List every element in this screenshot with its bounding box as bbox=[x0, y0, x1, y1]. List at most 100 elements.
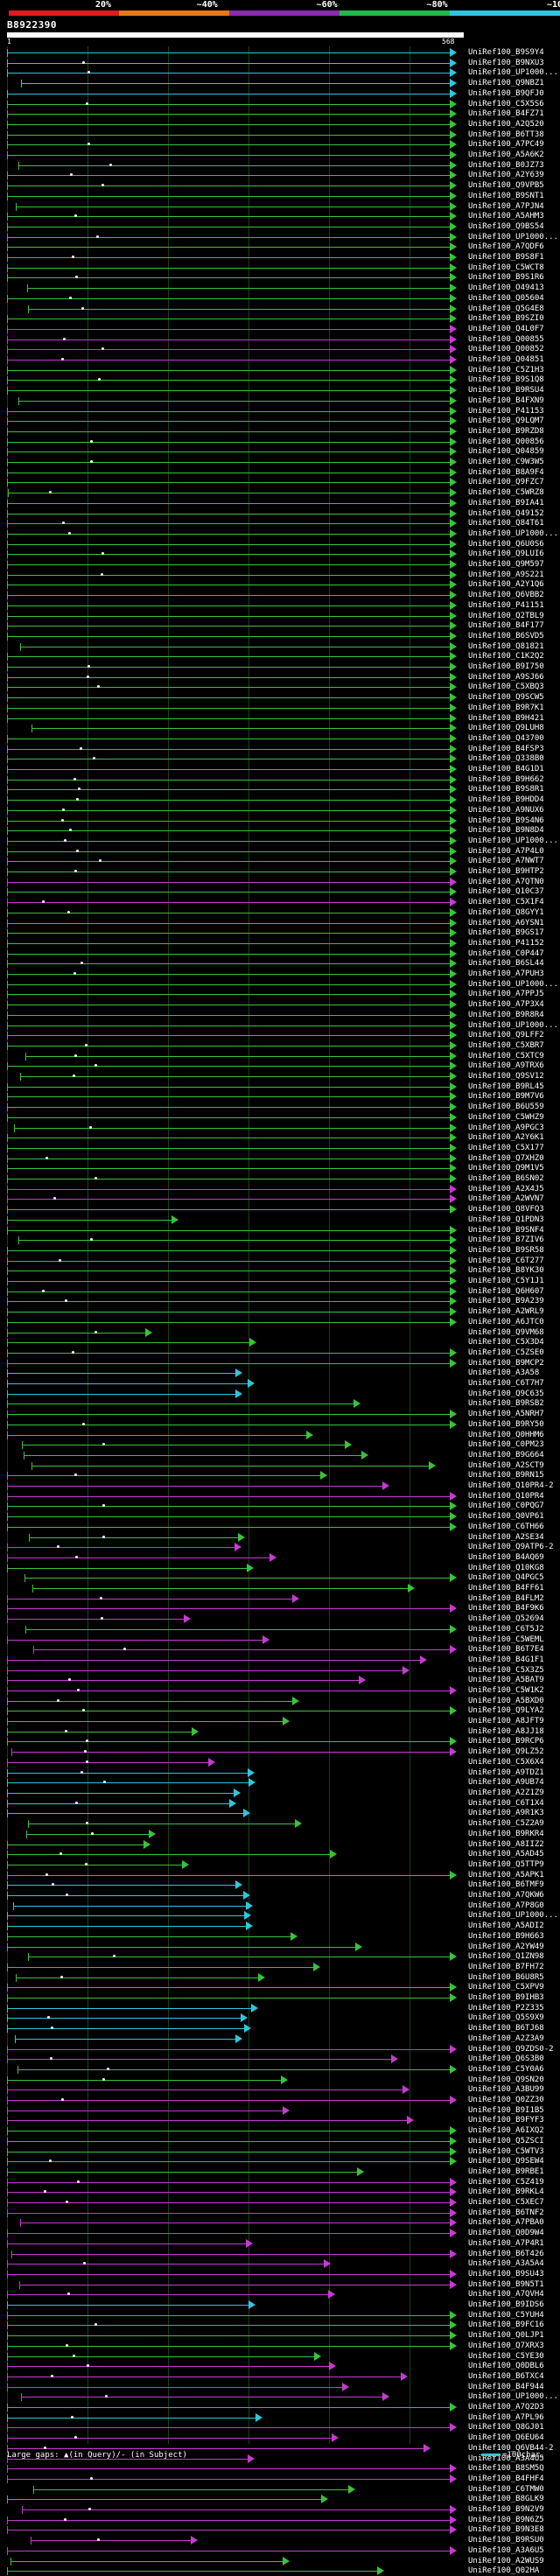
hit-id-link[interactable]: UniRef100_B9N5T1 bbox=[468, 2280, 544, 2289]
hit-id-link[interactable]: UniRef100_Q8GJ01 bbox=[468, 2423, 544, 2432]
hit-id-link[interactable]: UniRef100_C5XBQ3 bbox=[468, 682, 544, 691]
hit-id-link[interactable]: UniRef100_Q43700 bbox=[468, 734, 544, 743]
hit-id-link[interactable]: UniRef100_B9S4N6 bbox=[468, 816, 544, 825]
hit-id-link[interactable]: UniRef100_A7PPJ5 bbox=[468, 990, 544, 998]
hit-id-link[interactable]: UniRef100_B9SU43 bbox=[468, 2270, 544, 2278]
hit-row[interactable] bbox=[7, 2259, 331, 2269]
hit-row[interactable] bbox=[7, 1144, 457, 1153]
hit-row[interactable] bbox=[7, 2464, 457, 2474]
hit-id-link[interactable]: UniRef100_A6IXQ2 bbox=[468, 2126, 544, 2135]
hit-row[interactable] bbox=[7, 1359, 457, 1368]
hit-row[interactable] bbox=[7, 2454, 255, 2464]
hit-id-link[interactable]: UniRef100_UP1000... bbox=[468, 980, 558, 989]
hit-id-link[interactable]: UniRef100_B9S8F1 bbox=[468, 253, 544, 262]
hit-id-link[interactable]: UniRef100_Q9LUH8 bbox=[468, 724, 544, 732]
hit-id-link[interactable]: UniRef100_UP1000... bbox=[468, 836, 558, 845]
hit-row[interactable] bbox=[7, 2525, 457, 2535]
hit-row[interactable] bbox=[7, 1502, 457, 1511]
hit-row[interactable] bbox=[20, 642, 457, 652]
hit-id-link[interactable]: UniRef100_Q7XHZ0 bbox=[468, 1154, 544, 1163]
hit-id-link[interactable]: UniRef100_Q05604 bbox=[468, 294, 544, 303]
hit-row[interactable] bbox=[7, 1420, 457, 1430]
hit-row[interactable] bbox=[19, 2280, 457, 2290]
hit-row[interactable] bbox=[7, 1706, 457, 1716]
hit-id-link[interactable]: UniRef100_B8A9F4 bbox=[468, 468, 544, 477]
hit-row[interactable] bbox=[7, 1061, 457, 1071]
hit-id-link[interactable]: UniRef100_B9N8D4 bbox=[468, 826, 544, 835]
hit-id-link[interactable]: UniRef100_A3A6U5 bbox=[468, 2546, 544, 2555]
hit-id-link[interactable]: UniRef100_B4F177 bbox=[468, 621, 544, 630]
hit-row[interactable] bbox=[7, 2270, 457, 2279]
hit-id-link[interactable]: UniRef100_Q5S9X9 bbox=[468, 2013, 544, 2022]
hit-id-link[interactable]: UniRef100_A2WRL9 bbox=[468, 1307, 544, 1316]
hit-row[interactable] bbox=[7, 1318, 457, 1327]
hit-row[interactable] bbox=[7, 1942, 362, 1952]
hit-row[interactable] bbox=[7, 1564, 254, 1573]
hit-row[interactable] bbox=[7, 734, 457, 744]
hit-id-link[interactable]: UniRef100_Q10PR4 bbox=[468, 1492, 544, 1501]
hit-row[interactable] bbox=[7, 100, 457, 109]
hit-id-link[interactable]: UniRef100_B9H421 bbox=[468, 714, 544, 723]
hit-row[interactable] bbox=[7, 612, 457, 621]
hit-id-link[interactable]: UniRef100_A7PBA0 bbox=[468, 2218, 544, 2227]
hit-row[interactable] bbox=[7, 1277, 457, 1286]
hit-row[interactable] bbox=[7, 745, 457, 754]
hit-row[interactable] bbox=[7, 2096, 457, 2105]
hit-id-link[interactable]: UniRef100_C5XTC9 bbox=[468, 1052, 544, 1060]
hit-row[interactable] bbox=[7, 1850, 337, 1859]
hit-row[interactable] bbox=[7, 2167, 364, 2177]
hit-id-link[interactable]: UniRef100_Q9VM68 bbox=[468, 1328, 544, 1337]
hit-row[interactable] bbox=[7, 1697, 299, 1706]
hit-id-link[interactable]: UniRef100_B7ZIV6 bbox=[468, 1236, 544, 1244]
hit-id-link[interactable]: UniRef100_A9TRX6 bbox=[468, 1061, 544, 1070]
hit-row[interactable] bbox=[7, 263, 457, 273]
hit-id-link[interactable]: UniRef100_A8JJ18 bbox=[468, 1727, 544, 1736]
hit-id-link[interactable]: UniRef100_A2Y6K1 bbox=[468, 1133, 544, 1142]
hit-id-link[interactable]: UniRef100_A7NWT7 bbox=[468, 857, 544, 865]
hit-row[interactable] bbox=[25, 1052, 457, 1061]
hit-row[interactable] bbox=[7, 970, 457, 979]
hit-row[interactable] bbox=[7, 366, 457, 375]
hit-row[interactable] bbox=[7, 652, 457, 662]
hit-id-link[interactable]: UniRef100_C9W3W5 bbox=[468, 458, 544, 466]
hit-id-link[interactable]: UniRef100_A2SE34 bbox=[468, 1533, 544, 1542]
hit-id-link[interactable]: UniRef100_B9N2V9 bbox=[468, 2505, 544, 2514]
hit-row[interactable] bbox=[7, 2076, 288, 2085]
hit-row[interactable] bbox=[7, 580, 457, 590]
hit-id-link[interactable]: UniRef100_B4FZ71 bbox=[468, 109, 544, 118]
hit-id-link[interactable]: UniRef100_Q00855 bbox=[468, 335, 544, 344]
hit-id-link[interactable]: UniRef100_A9S221 bbox=[468, 570, 544, 579]
hit-row[interactable] bbox=[7, 212, 457, 221]
hit-row[interactable] bbox=[7, 468, 457, 478]
hit-row[interactable] bbox=[7, 1368, 242, 1378]
hit-row[interactable] bbox=[20, 2218, 457, 2228]
hit-row[interactable] bbox=[7, 2024, 251, 2034]
hit-row[interactable] bbox=[7, 1246, 457, 1256]
hit-id-link[interactable]: UniRef100_B9I1B5 bbox=[468, 2106, 544, 2115]
hit-id-link[interactable]: UniRef100_C6T277 bbox=[468, 1256, 544, 1265]
hit-id-link[interactable]: UniRef100_B6TMF9 bbox=[468, 1880, 544, 1889]
hit-row[interactable] bbox=[7, 2085, 410, 2095]
hit-id-link[interactable]: UniRef100_A3BU99 bbox=[468, 2085, 544, 2094]
hit-row[interactable] bbox=[7, 714, 457, 724]
hit-id-link[interactable]: UniRef100_B4FXN9 bbox=[468, 396, 544, 405]
hit-id-link[interactable]: UniRef100_A7P4L0 bbox=[468, 847, 544, 856]
hit-id-link[interactable]: UniRef100_B9R8R4 bbox=[468, 1011, 544, 1019]
hit-id-link[interactable]: UniRef100_B9IHB3 bbox=[468, 1993, 544, 2002]
hit-id-link[interactable]: UniRef100_B9NXU3 bbox=[468, 59, 544, 67]
hit-id-link[interactable]: UniRef100_A2X4J5 bbox=[468, 1185, 544, 1194]
hit-row[interactable] bbox=[11, 2250, 457, 2259]
hit-id-link[interactable]: UniRef100_UP1000... bbox=[468, 1911, 558, 1920]
hit-id-link[interactable]: UniRef100_B9RN15 bbox=[468, 1471, 544, 1480]
hit-id-link[interactable]: UniRef100_A2Z3A9 bbox=[468, 2034, 544, 2043]
hit-row[interactable] bbox=[7, 682, 457, 692]
hit-id-link[interactable]: UniRef100_B9RZD8 bbox=[468, 427, 544, 436]
hit-id-link[interactable]: UniRef100_UP1000... bbox=[468, 68, 558, 77]
hit-row[interactable] bbox=[7, 2362, 336, 2371]
hit-row[interactable] bbox=[7, 1871, 457, 1880]
hit-id-link[interactable]: UniRef100_A8JFT9 bbox=[468, 1717, 544, 1726]
hit-row[interactable] bbox=[7, 1614, 191, 1624]
hit-row[interactable] bbox=[7, 1840, 150, 1850]
hit-id-link[interactable]: UniRef100_A6JTC0 bbox=[468, 1318, 544, 1326]
hit-row[interactable] bbox=[7, 2054, 398, 2064]
